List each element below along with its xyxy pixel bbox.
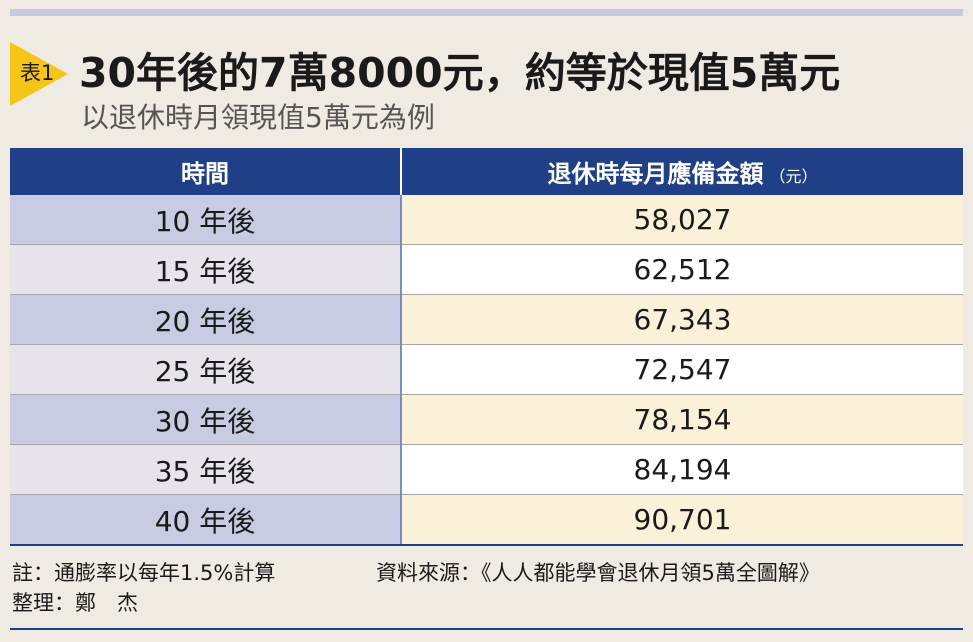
page-title: 30年後的7萬8000元，約等於現值5萬元 — [79, 49, 841, 97]
table-row: 10 年後 58,027 — [10, 195, 963, 245]
column-header-unit: （元） — [769, 167, 818, 186]
data-table: 時間 退休時每月應備金額 （元） 10 年後 58,027 15 年後 62,51… — [10, 148, 963, 546]
table-row: 20 年後 67,343 — [10, 294, 963, 345]
amount-cell: 78,154 — [401, 394, 963, 445]
period-cell: 30 年後 — [10, 394, 402, 445]
table-row: 40 年後 90,701 — [10, 494, 963, 546]
table-header-row: 時間 退休時每月應備金額 （元） — [10, 148, 963, 195]
table-row: 30 年後 78,154 — [10, 394, 963, 445]
retirement-table: 時間 退休時每月應備金額 （元） 10 年後 58,027 15 年後 62,51… — [10, 148, 963, 546]
amount-cell: 67,343 — [401, 294, 963, 345]
amount-cell: 72,547 — [401, 344, 963, 395]
table-row: 25 年後 72,547 — [10, 344, 963, 395]
bottom-rule — [10, 628, 963, 630]
table-row: 35 年後 84,194 — [10, 444, 963, 495]
amount-cell: 90,701 — [401, 494, 963, 546]
table-badge: 表1 — [10, 42, 68, 106]
column-header-amount: 退休時每月應備金額 （元） — [401, 148, 963, 195]
amount-cell: 58,027 — [401, 195, 963, 245]
period-cell: 25 年後 — [10, 344, 402, 395]
amount-cell: 62,512 — [401, 244, 963, 295]
period-cell: 40 年後 — [10, 494, 402, 546]
editor-credit: 整理：鄭 杰 — [12, 591, 138, 615]
triangle-marker-icon — [10, 42, 68, 106]
footnote: 註：通膨率以每年1.5%計算 — [12, 561, 276, 585]
table-row: 15 年後 62,512 — [10, 244, 963, 295]
column-header-period: 時間 — [10, 148, 402, 195]
badge-label: 表1 — [20, 61, 55, 85]
column-header-amount-label: 退休時每月應備金額 — [547, 160, 764, 188]
column-header-period-label: 時間 — [181, 160, 229, 188]
amount-cell: 84,194 — [401, 444, 963, 495]
top-rule — [10, 9, 963, 16]
page-subtitle: 以退休時月領現值5萬元為例 — [81, 101, 435, 134]
source-credit: 資料來源：《人人都能學會退休月領5萬全圖解》 — [376, 561, 820, 585]
period-cell: 20 年後 — [10, 294, 402, 345]
period-cell: 15 年後 — [10, 244, 402, 295]
period-cell: 35 年後 — [10, 444, 402, 495]
period-cell: 10 年後 — [10, 195, 402, 245]
